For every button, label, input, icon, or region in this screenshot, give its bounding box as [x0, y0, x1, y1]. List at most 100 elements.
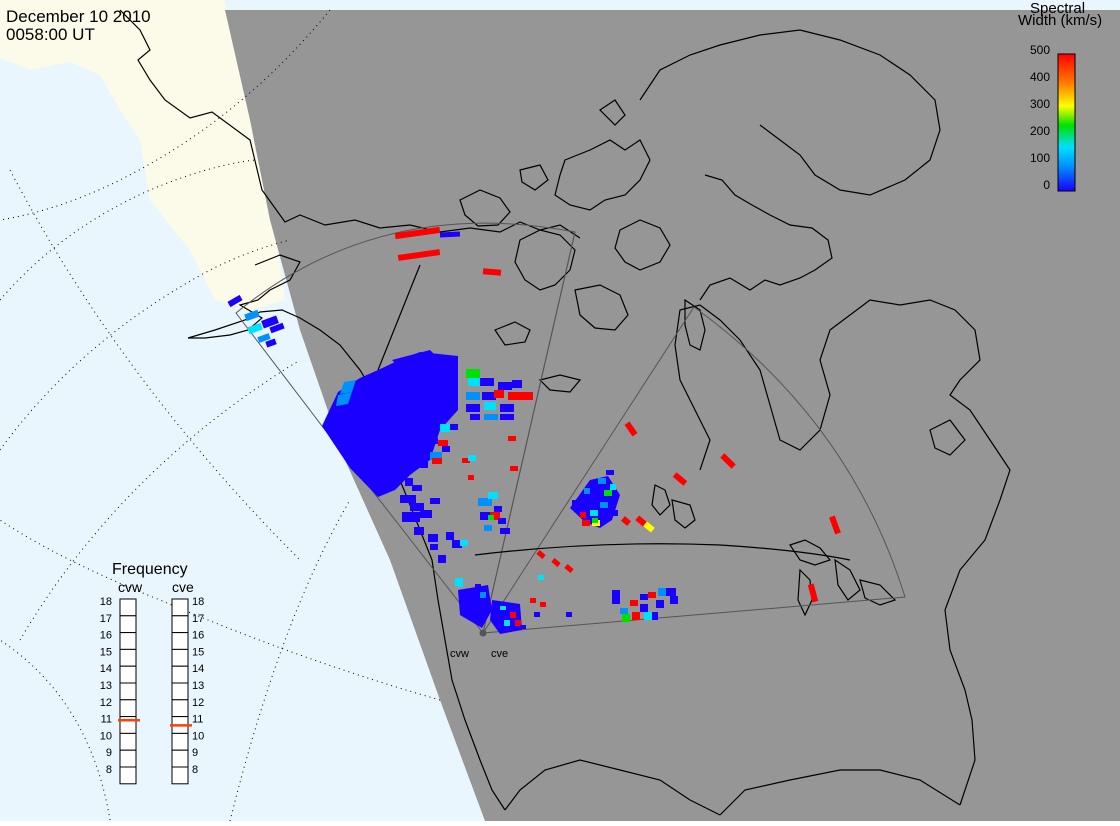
colorbar: 500 400 300 200 100 0 [1030, 43, 1076, 192]
scatter-cell [392, 350, 436, 368]
scatter-cell [265, 338, 277, 348]
frequency-box-cvw [119, 632, 137, 650]
scatter-cell [462, 458, 470, 463]
scatter-cell [400, 495, 416, 503]
scatter-cell [482, 392, 496, 400]
scatter-cell [470, 414, 480, 420]
frequency-radar-label-cve: cve [172, 579, 194, 595]
scatter-cell [670, 596, 678, 604]
scatter-cell [227, 294, 243, 308]
scatter-cell [643, 521, 655, 533]
scatter-cell [635, 515, 647, 527]
scatter-cell [656, 600, 664, 608]
frequency-box-cvw [119, 615, 137, 634]
scatter-cell [475, 584, 481, 590]
scatter-cell [412, 485, 422, 491]
scatter-cell [488, 492, 498, 499]
scatter-cell [624, 421, 638, 437]
scatter-cell [610, 510, 618, 516]
time-label: 0058:00 UT [6, 25, 95, 44]
scatter-cells [227, 226, 841, 634]
frequency-box-cvw [119, 682, 137, 701]
scatter-cell [720, 453, 736, 469]
scatter-cell [490, 512, 500, 520]
scatter-cell [466, 369, 480, 378]
frequency-scale-label-right: 11 [192, 714, 203, 726]
scatter-cell [484, 525, 492, 531]
scatter-cell [488, 515, 494, 520]
scatter-cell [446, 532, 454, 540]
frequency-scale-label-left: 11 [101, 714, 112, 726]
scatter-cell [468, 378, 480, 386]
frequency-scale-label-left: 17 [100, 613, 112, 625]
frequency-box-cve [171, 732, 189, 751]
radar-label-cve: cve [491, 648, 509, 660]
radar-label-cvw: cvw [450, 648, 469, 660]
scatter-cell [500, 606, 506, 610]
fov-black-lines [377, 264, 851, 561]
scatter-cell [566, 612, 572, 617]
scatter-cell [508, 436, 516, 441]
scatter-cell [632, 612, 640, 620]
scatter-cell [620, 608, 628, 614]
scatter-cell [478, 498, 492, 506]
scatter-cell [630, 600, 638, 606]
colorbar-tick: 400 [1030, 70, 1050, 84]
scatter-cell [247, 322, 263, 335]
colorbar-gradient [1057, 53, 1076, 192]
frequency-box-cvw [119, 648, 137, 667]
scatter-cell [538, 575, 544, 580]
frequency-scale-label-left: 10 [100, 730, 112, 742]
scatter-cell [500, 414, 514, 420]
date-label: December 10 2010 [6, 7, 151, 26]
scatter-cell [484, 414, 498, 420]
scatter-cell [536, 550, 546, 559]
scatter-cell [452, 540, 462, 548]
scatter-cell [582, 520, 590, 526]
scatter-cell [515, 620, 521, 626]
scatter-cell [490, 600, 522, 634]
scatter-cell [450, 424, 458, 430]
scatter-cell [658, 588, 666, 596]
frequency-box-cvw [119, 749, 137, 768]
frequency-box-cve [171, 615, 189, 634]
scatter-cell [430, 498, 440, 504]
frequency-scale-label-right: 13 [192, 680, 204, 692]
scatter-cell [598, 478, 606, 484]
scatter-cell [340, 380, 356, 394]
scatter-cell [494, 506, 502, 512]
frequency-scale-label-left: 8 [106, 764, 112, 776]
scatter-cell [480, 592, 486, 598]
scatter-cell [666, 588, 676, 596]
frequency-scale-label-right: 14 [192, 663, 204, 675]
frequency-scale-label-left: 12 [100, 697, 112, 709]
scatter-cell [551, 558, 561, 567]
scatter-cell [322, 352, 458, 497]
scatter-cell [428, 534, 438, 542]
scatter-cell [596, 494, 602, 500]
scatter-cell [405, 478, 413, 486]
scatter-cell [500, 528, 510, 534]
scatter-cell [612, 596, 620, 604]
scatter-cell [442, 446, 450, 452]
scatter-cell [414, 527, 424, 535]
frequency-scale-label-left: 15 [100, 646, 112, 658]
frequency-scale-label-right: 8 [192, 764, 198, 776]
scatter-cell [500, 628, 506, 632]
colorbar-tick: 500 [1030, 43, 1050, 57]
scatter-cell [428, 438, 438, 444]
scatter-cell [466, 404, 480, 412]
scatter-cell [394, 226, 441, 240]
scatter-cell [439, 231, 461, 238]
scatter-cell [621, 516, 631, 526]
scatter-cell [508, 392, 533, 400]
frequency-box-cvw [119, 699, 137, 718]
scatter-cell [564, 564, 574, 573]
colorbar-title-line2: Width (km/s) [1018, 12, 1103, 29]
scatter-cell [420, 462, 428, 468]
scatter-cell [540, 602, 546, 607]
scatter-cell [510, 466, 518, 471]
scatter-cell [480, 512, 490, 520]
scatter-cell [648, 592, 656, 598]
